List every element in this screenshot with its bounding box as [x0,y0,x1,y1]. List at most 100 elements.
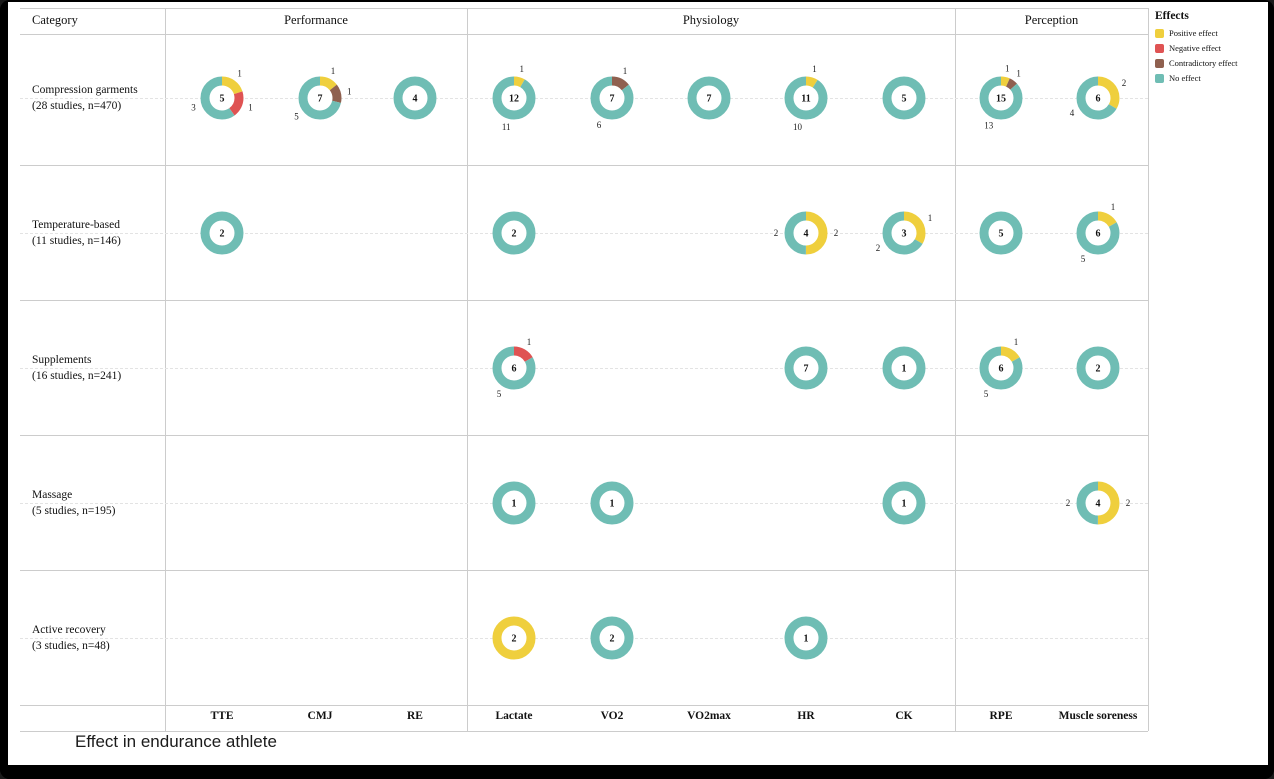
grid-line-vertical [467,8,468,731]
donut-chart: 4 [393,76,437,120]
segment-count-label: 1 [520,64,525,74]
donut-cell: 4 [377,60,453,136]
segment-count-label: 1 [928,213,933,223]
category-subtitle: (3 studies, n=48) [32,640,110,653]
donut-total-label: 3 [902,229,907,240]
segment-count-label: 2 [834,228,839,238]
header-physiology: Physiology [682,13,740,27]
segment-count-label: 1 [1005,64,1010,74]
legend-items: Positive effect Negative effect Contradict… [1155,28,1267,83]
grid-line-horizontal [20,705,1148,706]
donut-total-label: 5 [220,94,225,105]
grid-line-horizontal [20,435,1148,436]
donut-chart: 1 10 11 [784,64,828,132]
donut-cell: 1 2 3 [866,195,942,271]
donut-cell: 1 [574,465,650,541]
donut-chart: 1 [784,616,828,660]
donut-cell: 2 4 6 [1060,60,1136,136]
segment-count-label: 1 [237,69,242,79]
donut-chart: 7 [784,346,828,390]
donut-cell: 1 1 5 7 [282,60,358,136]
column-label: Muscle soreness [1058,710,1138,722]
donut-cell: 1 [866,465,942,541]
column-label: HR [797,710,815,722]
grid-line-vertical [1148,8,1149,731]
donut-total-label: 6 [512,364,517,375]
segment-count-label: 4 [1070,108,1075,118]
frame-edge-bottom [0,765,1274,779]
segment-count-label: 2 [876,243,881,253]
segment-count-label: 2 [1122,78,1127,88]
donut-total-label: 15 [996,94,1006,105]
donut-cell: 7 [671,60,747,136]
legend-item: No effect [1155,73,1267,83]
donut-total-label: 4 [413,94,418,105]
legend-title: Effects [1155,10,1189,22]
legend-item: Contradictory effect [1155,58,1267,68]
column-label: Lactate [495,710,533,722]
category-name: Active recovery [32,624,106,636]
segment-count-label: 5 [984,389,989,399]
donut-total-label: 2 [512,229,517,240]
legend-color-swatch-icon [1155,28,1164,38]
chart-panel: Category Performance Physiology Percepti… [8,2,1268,765]
grid-line-dashed [20,368,1148,369]
segment-count-label: 1 [1111,202,1116,212]
donut-cell: 1 1 3 5 [184,60,260,136]
header-category: Category [32,13,78,27]
donut-cell: 1 [768,600,844,676]
donut-total-label: 4 [1096,499,1101,510]
category-subtitle: (11 studies, n=146) [32,235,121,248]
segment-count-label: 10 [793,122,803,132]
donut-chart: 7 [687,76,731,120]
donut-chart: 2 2 4 [774,211,839,255]
donut-chart: 1 1 5 7 [294,66,352,122]
column-label: RE [407,710,423,722]
donut-cell: 2 [1060,330,1136,406]
legend-item-label: Negative effect [1169,43,1221,53]
grid-line-vertical [165,8,166,731]
segment-count-label: 1 [812,64,817,74]
donut-total-label: 1 [902,499,907,510]
segment-count-label: 1 [527,337,532,347]
segment-count-label: 3 [191,102,196,112]
grid-line-horizontal [20,300,1148,301]
donut-cell: 2 [184,195,260,271]
donut-cell: 2 [476,600,552,676]
category-name: Temperature-based [32,219,120,231]
donut-chart: 1 [882,346,926,390]
donut-total-label: 7 [707,94,712,105]
donut-total-label: 5 [999,229,1004,240]
category-subtitle: (5 studies, n=195) [32,505,116,518]
donut-chart: 1 1 3 5 [191,69,253,120]
column-label: CK [895,710,913,722]
grid-line-vertical [955,8,956,731]
category-label: Temperature-based (11 studies, n=146) [32,217,164,249]
donut-cell: 1 11 12 [476,60,552,136]
donut-cell: 5 [866,60,942,136]
donut-chart: 1 [590,481,634,525]
category-label: Compression garments (28 studies, n=470) [32,82,164,114]
category-label: Massage (5 studies, n=195) [32,487,164,519]
column-label: RPE [989,710,1013,722]
donut-total-label: 2 [512,634,517,645]
segment-count-label: 1 [347,86,352,96]
donut-cell: 2 [476,195,552,271]
donut-total-label: 6 [1096,94,1101,105]
legend-item-label: No effect [1169,73,1201,83]
donut-total-label: 2 [610,634,615,645]
donut-chart: 2 4 6 [1070,76,1127,120]
segment-count-label: 5 [497,389,502,399]
segment-count-label: 13 [984,120,994,130]
legend-item: Negative effect [1155,43,1267,53]
legend-item: Positive effect [1155,28,1267,38]
column-label: VO2 [600,710,624,722]
donut-chart: 2 [492,211,536,255]
donut-chart: 1 6 7 [590,66,634,130]
grid-line-horizontal [20,165,1148,166]
donut-total-label: 1 [902,364,907,375]
donut-chart: 2 [200,211,244,255]
segment-count-label: 6 [597,120,602,130]
